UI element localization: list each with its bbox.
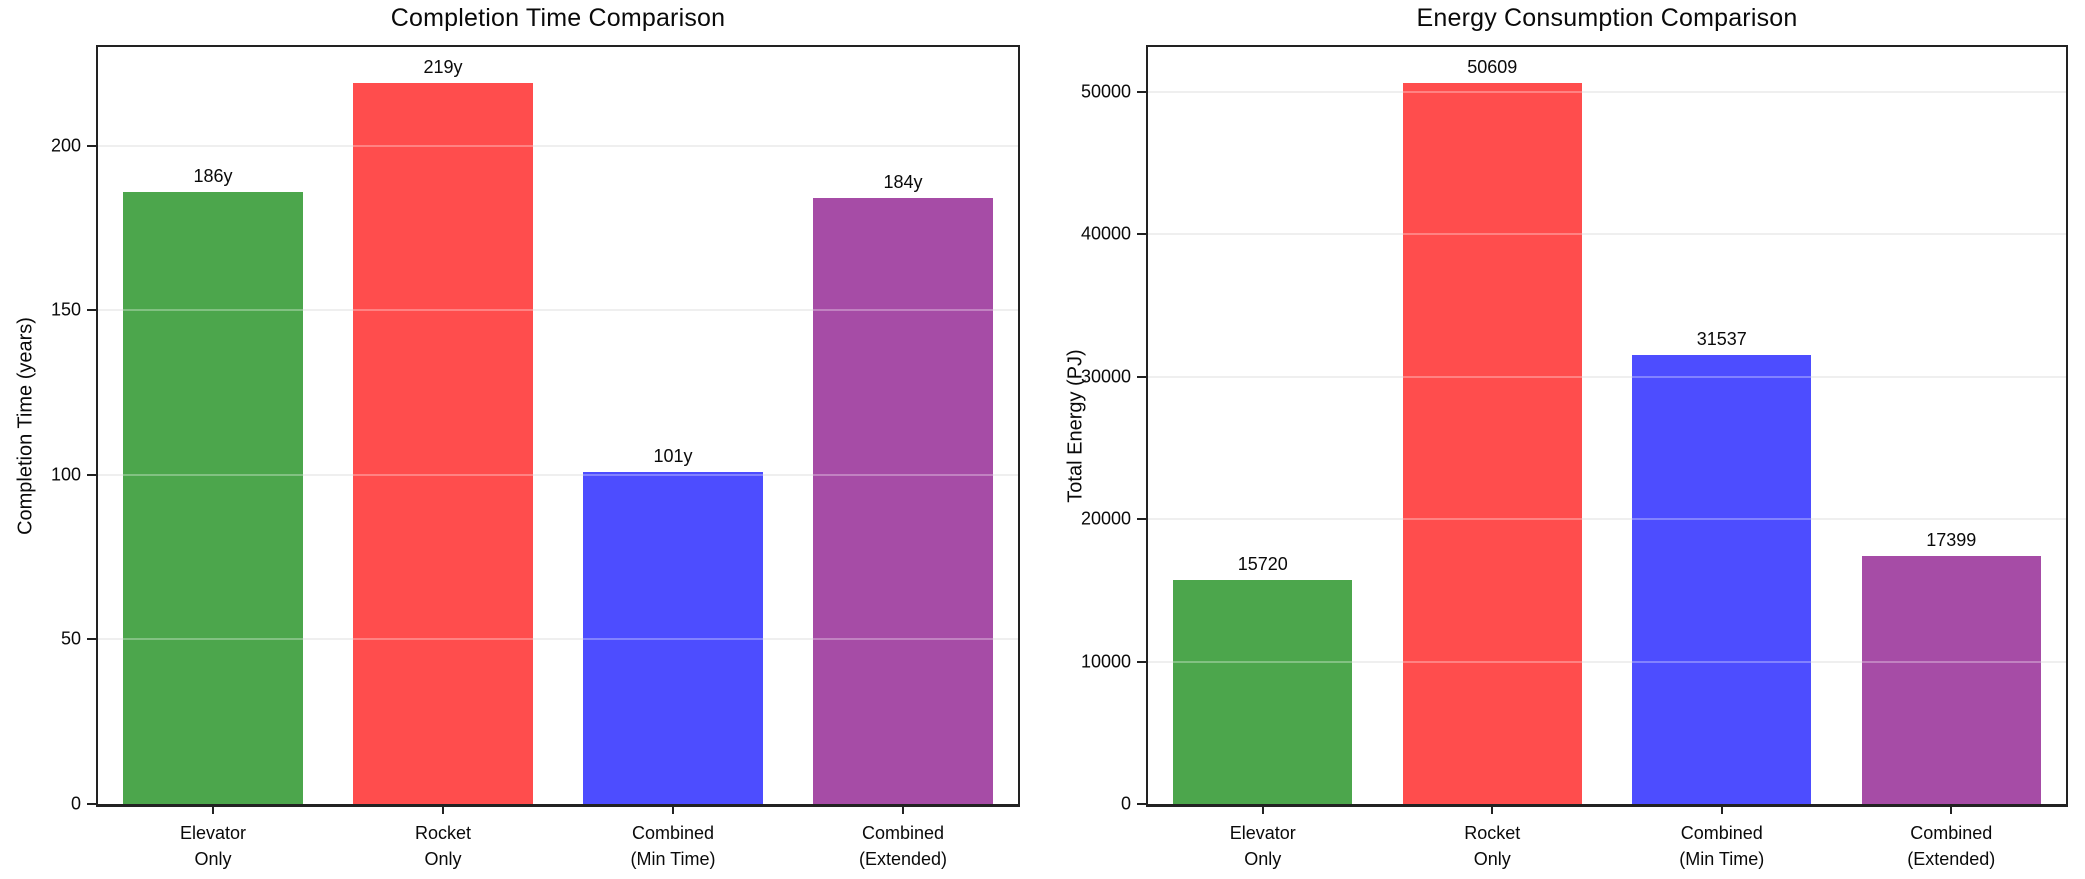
chart-title: Completion Time Comparison [390, 4, 726, 32]
x-tick-label: Rocket Only [414, 823, 472, 870]
x-tick-label: Combined (Extended) [858, 823, 948, 870]
gridline [98, 309, 1018, 312]
bar-1 [1173, 580, 1353, 804]
gridline-overlay [98, 144, 1018, 147]
gridline [98, 473, 1018, 476]
plot-inner: 0 10000 20000 30000 40000 50000 15720 Elevator … [1081, 47, 2066, 869]
bar-3 [1632, 354, 1812, 804]
plot-area: 0 50 100 150 200 186y Elevator Only 219y Rocket … [51, 45, 1020, 869]
x-tick-label: Combined (Min Time) [1679, 823, 1765, 870]
x-tick [902, 805, 904, 814]
y-tick-label: 10000 [1080, 651, 1131, 672]
gridline-overlay [1148, 518, 2066, 521]
gridline [98, 638, 1018, 641]
bar-value-label: 184y [883, 172, 923, 193]
y-axis-label: Completion Time (years) [14, 317, 37, 535]
gridline [1148, 518, 2066, 521]
gridline [1148, 90, 2066, 93]
bar-2 [1402, 83, 1582, 804]
bar-value-label: 101y [653, 445, 693, 466]
bar-value-label: 17399 [1926, 530, 1977, 551]
bar-4 [1861, 556, 2041, 804]
x-tick-label: Combined (Min Time) [630, 823, 716, 870]
x-tick-label: Elevator Only [1229, 823, 1296, 870]
y-tick [1137, 803, 1148, 805]
x-tick [212, 805, 214, 814]
bar-value-label: 186y [193, 165, 233, 186]
chart-title: Energy Consumption Comparison [1416, 4, 1798, 32]
y-tick-label: 150 [50, 299, 81, 320]
y-tick [87, 803, 98, 805]
bar-3 [583, 471, 763, 804]
y-tick [1137, 518, 1148, 521]
y-tick [87, 309, 98, 312]
gridline-overlay [1148, 90, 2066, 93]
plot-inner: 0 50 100 150 200 186y Elevator Only 219y Rocket … [51, 47, 1018, 869]
gridline [1148, 660, 2066, 663]
x-tick-label: Combined (Extended) [1907, 823, 1996, 870]
x-tick [1720, 805, 1723, 814]
x-tick-label: Elevator Only [179, 823, 247, 870]
y-tick [1137, 375, 1148, 378]
plot-area: 0 10000 20000 30000 40000 50000 15720 Elevator … [1081, 45, 2068, 869]
bar-4 [813, 198, 993, 804]
x-tick [672, 805, 674, 814]
gridline-overlay [98, 309, 1018, 312]
gridline [98, 144, 1018, 147]
x-tick [1491, 805, 1494, 814]
bar-value-label: 31537 [1696, 328, 1747, 349]
bar-1 [123, 191, 303, 804]
y-tick-label: 50000 [1080, 81, 1131, 102]
gridline-overlay [1148, 233, 2066, 236]
y-tick [87, 638, 98, 641]
gridline [1148, 375, 2066, 378]
x-tick-label: Rocket Only [1464, 823, 1521, 870]
y-tick-label: 50 [60, 628, 81, 649]
y-tick-label: 200 [50, 135, 81, 156]
chart-completion-time: Completion Time Comparison Completion Ti… [15, 4, 1020, 869]
gridline-overlay [98, 473, 1018, 476]
chart-energy-consumption: Energy Consumption Comparison Total Ener… [1065, 4, 2068, 869]
y-tick-label: 20000 [1080, 508, 1131, 529]
x-tick [442, 805, 444, 814]
bar-value-label: 50609 [1467, 57, 1518, 78]
y-tick [1137, 90, 1148, 93]
y-tick [1137, 233, 1148, 236]
y-tick-label: 30000 [1080, 366, 1131, 387]
gridline-overlay [1148, 375, 2066, 378]
y-tick [1137, 660, 1148, 663]
y-tick-label: 100 [50, 464, 81, 485]
x-tick [1950, 805, 1953, 814]
bar-2 [353, 83, 533, 804]
gridline-overlay [1148, 660, 2066, 663]
bar-value-label: 15720 [1237, 554, 1288, 575]
y-tick-label: 0 [70, 793, 81, 814]
y-tick [87, 144, 98, 147]
x-tick [1261, 805, 1264, 814]
gridline [1148, 233, 2066, 236]
y-tick-label: 0 [1120, 793, 1131, 814]
y-tick [87, 473, 98, 476]
bar-value-label: 219y [423, 57, 463, 78]
y-tick-label: 40000 [1080, 223, 1131, 244]
gridline-overlay [98, 638, 1018, 641]
